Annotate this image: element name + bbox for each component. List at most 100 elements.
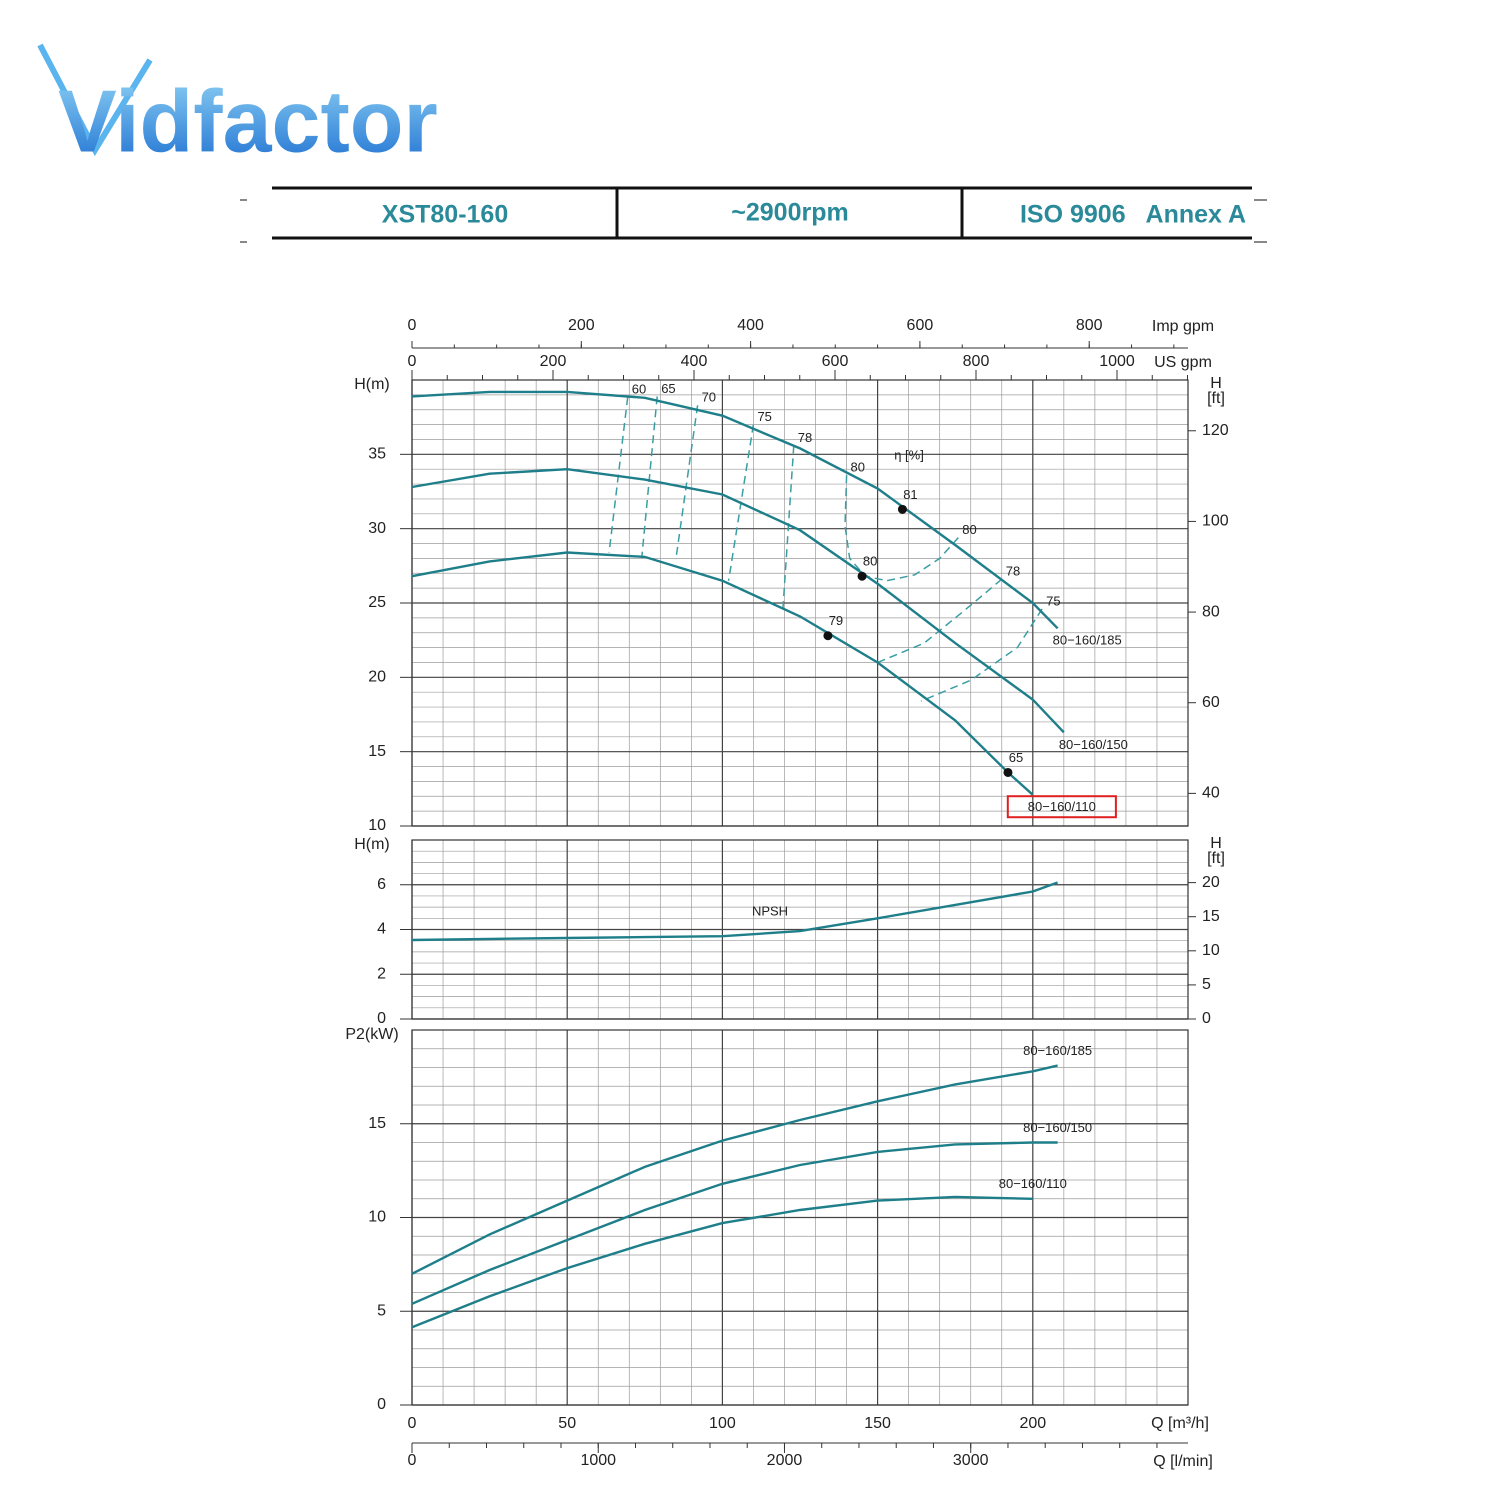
secondary-tick-label: 0 [408,317,417,334]
curve [411,467,1065,734]
y-tick-label: 15 [368,743,386,760]
y-tick-label: 25 [368,594,386,611]
efficiency-point [897,504,907,514]
secondary-tick-label: 0 [408,1452,417,1469]
y-tick-label: 20 [368,669,386,686]
y2-tick-label: 100 [1202,513,1229,530]
secondary-tick-label: 400 [681,353,708,370]
y2-axis-label: [ft] [1207,850,1225,867]
header-cell: ISO 9906 Annex A [1020,201,1246,229]
y-tick-label: 15 [368,1115,386,1132]
x-tick-label: 150 [864,1415,891,1432]
iso-efficiency-label: 70 [702,390,716,405]
curve [411,1141,1058,1305]
efficiency-point-label: 65 [1009,750,1023,765]
header-cell: XST80-160 [382,201,508,229]
series-label: 80−160/185 [1023,1043,1092,1058]
y-tick-label: 0 [377,1396,386,1413]
y2-tick-label: 40 [1202,785,1220,802]
header-cell: ~2900rpm [731,199,848,227]
y2-tick-label: 15 [1202,908,1220,925]
iso-efficiency-label: 80 [962,522,976,537]
y-tick-label: 30 [368,520,386,537]
curve [411,1064,1058,1275]
secondary-tick-label: 1000 [1099,353,1135,370]
iso-efficiency-label: 80 [851,460,865,475]
y-tick-label: 5 [377,1302,386,1319]
y2-axis-label: H [1210,375,1222,392]
secondary-tick-label: 800 [1076,317,1103,334]
secondary-axis-label: Q [l/min] [1153,1453,1213,1470]
y2-axis-label: [ft] [1207,390,1225,407]
secondary-tick-label: 200 [540,353,567,370]
series-label: 80−160/185 [1053,633,1122,648]
y-tick-label: 6 [377,876,386,893]
secondary-axis-label: US gpm [1154,354,1212,371]
iso-efficiency-line [782,445,795,609]
header-table: XST80-160 ~2900rpm ISO 9906 Annex A [240,186,1267,243]
secondary-tick-label: 800 [963,353,990,370]
y-axis-label: H(m) [354,376,390,393]
efficiency-point-label: 80 [863,554,877,569]
series-label: 80−160/150 [1023,1120,1092,1135]
iso-efficiency-line [608,397,629,553]
curve [411,881,1059,942]
secondary-tick-label: 1000 [580,1452,616,1469]
secondary-tick-label: 2000 [767,1452,803,1469]
series-label: NPSH [752,904,788,919]
logo: Vidfactor [37,43,438,170]
y-tick-label: 10 [368,817,386,834]
x-axis-label: Q [m³/h] [1151,1415,1209,1432]
y2-tick-label: 80 [1202,603,1220,620]
x-tick-label: 0 [408,1415,417,1432]
efficiency-point [857,571,867,581]
curve [411,551,1034,796]
secondary-tick-label: 600 [907,317,934,334]
secondary-tick-label: 3000 [953,1452,989,1469]
iso-efficiency-label: 78 [1006,564,1020,579]
y2-tick-label: 5 [1202,976,1211,993]
iso-efficiency-line [886,537,959,582]
annotation: η [%] [894,447,924,462]
y2-tick-label: 20 [1202,874,1220,891]
y2-axis-label: H [1210,835,1222,852]
secondary-tick-label: 400 [737,317,764,334]
x-tick-label: 100 [709,1415,736,1432]
efficiency-point-label: 81 [903,487,917,502]
y-axis-label: H(m) [354,836,390,853]
iso-efficiency-line [640,396,658,559]
iso-efficiency-label: 65 [661,381,675,396]
iso-efficiency-label: 78 [798,430,812,445]
iso-efficiency-line [675,405,699,561]
secondary-axis-label: Imp gpm [1152,318,1214,335]
efficiency-point-label: 79 [829,613,843,628]
logo-mark [37,43,153,157]
series-label: 80−160/110 [999,1176,1067,1191]
y2-tick-label: 10 [1202,942,1220,959]
iso-efficiency-label: 60 [632,382,646,397]
logo-text: Vidfactor [58,71,438,170]
curve [411,1195,1033,1329]
y2-tick-label: 0 [1202,1010,1211,1027]
y-axis-label: P2(kW) [345,1026,398,1043]
curve [411,390,1059,630]
x-tick-label: 200 [1019,1415,1046,1432]
iso-efficiency-line [844,475,888,582]
series-label: 80−160/110 [1028,799,1096,814]
efficiency-point [823,631,833,641]
y-tick-label: 10 [368,1209,386,1226]
series-label: 80−160/150 [1059,737,1128,752]
secondary-tick-label: 200 [568,317,595,334]
y-tick-label: 35 [368,446,386,463]
y2-tick-label: 120 [1202,422,1229,439]
efficiency-point [1003,767,1013,777]
y-tick-label: 4 [377,921,386,938]
y-tick-label: 2 [377,965,386,982]
iso-efficiency-label: 75 [1046,593,1060,608]
secondary-tick-label: 0 [408,353,417,370]
highlight-box [1006,795,1117,819]
secondary-tick-label: 600 [822,353,849,370]
y2-tick-label: 60 [1202,694,1220,711]
iso-efficiency-label: 75 [757,409,771,424]
